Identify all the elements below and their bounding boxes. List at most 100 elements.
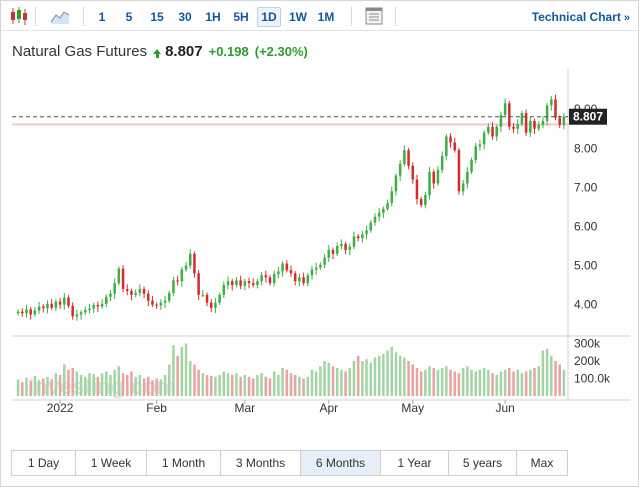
candle-body	[428, 171, 431, 196]
volume-bar	[298, 376, 301, 396]
volume-bar	[306, 376, 310, 396]
volume-bar	[243, 375, 247, 396]
candle-body	[436, 169, 440, 184]
volume-bar	[37, 380, 41, 396]
volume-bar	[428, 366, 431, 396]
volume-bar	[335, 368, 339, 396]
candle-body	[197, 273, 200, 295]
candle-body	[491, 126, 494, 137]
interval-30-button[interactable]: 30	[178, 10, 192, 24]
volume-bar	[109, 375, 112, 396]
volume-bar	[209, 375, 213, 396]
volume-bar	[121, 373, 125, 396]
candle-body	[285, 263, 289, 271]
candle-body	[113, 283, 116, 294]
candle-body	[537, 124, 540, 129]
candlestick-icon[interactable]	[8, 5, 30, 27]
candle-body	[138, 289, 142, 293]
volume-bar	[445, 366, 448, 396]
volume-bar	[478, 369, 482, 396]
candle-body	[163, 300, 167, 303]
volume-bar	[71, 368, 74, 396]
x-tick-label: Feb	[146, 401, 167, 415]
interval-5h-button[interactable]: 5H	[233, 10, 249, 24]
candle-body	[487, 126, 490, 133]
candle-body	[100, 303, 104, 307]
area-chart-icon[interactable]	[49, 5, 71, 27]
volume-bar	[21, 382, 24, 396]
candle-body	[373, 216, 377, 223]
interval-1h-button[interactable]: 1H	[205, 10, 221, 24]
volume-bar	[247, 376, 251, 396]
candle-body	[79, 312, 83, 315]
candle-body	[92, 305, 95, 309]
volume-bar	[201, 373, 205, 396]
volume-bar	[491, 373, 494, 396]
candle-body	[205, 294, 209, 303]
interval-15-button[interactable]: 15	[150, 10, 164, 24]
toolbar-divider	[35, 6, 36, 26]
range-1-year-button[interactable]: 1 Year	[381, 451, 449, 475]
range-max-button[interactable]: Max	[530, 456, 554, 470]
volume-bar	[453, 371, 456, 396]
candle-body	[424, 195, 427, 205]
interval-1w-button[interactable]: 1W	[289, 10, 307, 24]
range-1-month-button[interactable]: 1 Month	[147, 451, 221, 475]
range-1-week-button[interactable]: 1 Week	[76, 451, 147, 475]
candle-body	[453, 142, 456, 151]
volume-bar	[562, 369, 566, 396]
table-icon[interactable]	[363, 5, 385, 27]
candle-body	[562, 116, 566, 125]
range-6-months-button[interactable]: 6 Months	[301, 451, 381, 475]
candle-body	[121, 268, 125, 289]
interval-1-button[interactable]: 1	[98, 10, 106, 24]
candle-body	[495, 126, 498, 137]
volume-bar	[277, 375, 280, 396]
volume-bar	[537, 366, 540, 396]
volume-bar	[398, 355, 402, 396]
candle-body	[516, 124, 519, 129]
candle-body	[201, 294, 205, 296]
candle-body	[42, 306, 45, 309]
volume-bar	[314, 371, 318, 396]
volume-bar	[155, 378, 158, 396]
candle-body	[226, 281, 230, 286]
volume-bar	[348, 368, 352, 396]
price-chart[interactable]: 4.005.006.007.008.009.00Investing.com8.8…	[0, 0, 639, 445]
technical-chart-link[interactable]: Technical Chart»	[532, 7, 630, 27]
candle-body	[105, 296, 108, 304]
volume-bar	[235, 373, 238, 396]
volume-bar	[440, 368, 444, 396]
candle-body	[84, 310, 87, 313]
volume-bar	[239, 376, 242, 396]
toolbar-divider	[351, 6, 352, 26]
candle-body	[411, 165, 415, 180]
candle-body	[310, 269, 314, 276]
range-3-months-button[interactable]: 3 Months	[221, 451, 301, 475]
range-5-years-button[interactable]: 5 years	[449, 451, 517, 475]
volume-bar	[130, 371, 133, 396]
candle-body	[457, 150, 461, 192]
volume-bar	[499, 371, 503, 396]
range-1-day-button[interactable]: 1 Day	[12, 451, 76, 475]
candle-body	[558, 117, 561, 125]
volume-bar	[281, 368, 284, 396]
volume-bar	[382, 354, 385, 396]
candle-body	[541, 120, 545, 125]
candle-body	[264, 275, 268, 278]
volume-bar	[529, 369, 532, 396]
candle-body	[533, 120, 536, 129]
volume-bar	[415, 368, 419, 396]
interval-5-button[interactable]: 5	[125, 10, 133, 24]
volume-bar	[503, 369, 507, 396]
candle-body	[289, 270, 293, 274]
candle-body	[394, 175, 398, 192]
volume-bar	[340, 369, 343, 396]
volume-bar	[264, 376, 268, 396]
interval-1d-button[interactable]: 1D	[257, 7, 281, 27]
interval-1m-button[interactable]: 1M	[317, 10, 335, 24]
candle-body	[461, 183, 465, 192]
candle-body	[71, 305, 74, 317]
volume-bar	[188, 361, 192, 396]
candle-body	[222, 285, 226, 295]
